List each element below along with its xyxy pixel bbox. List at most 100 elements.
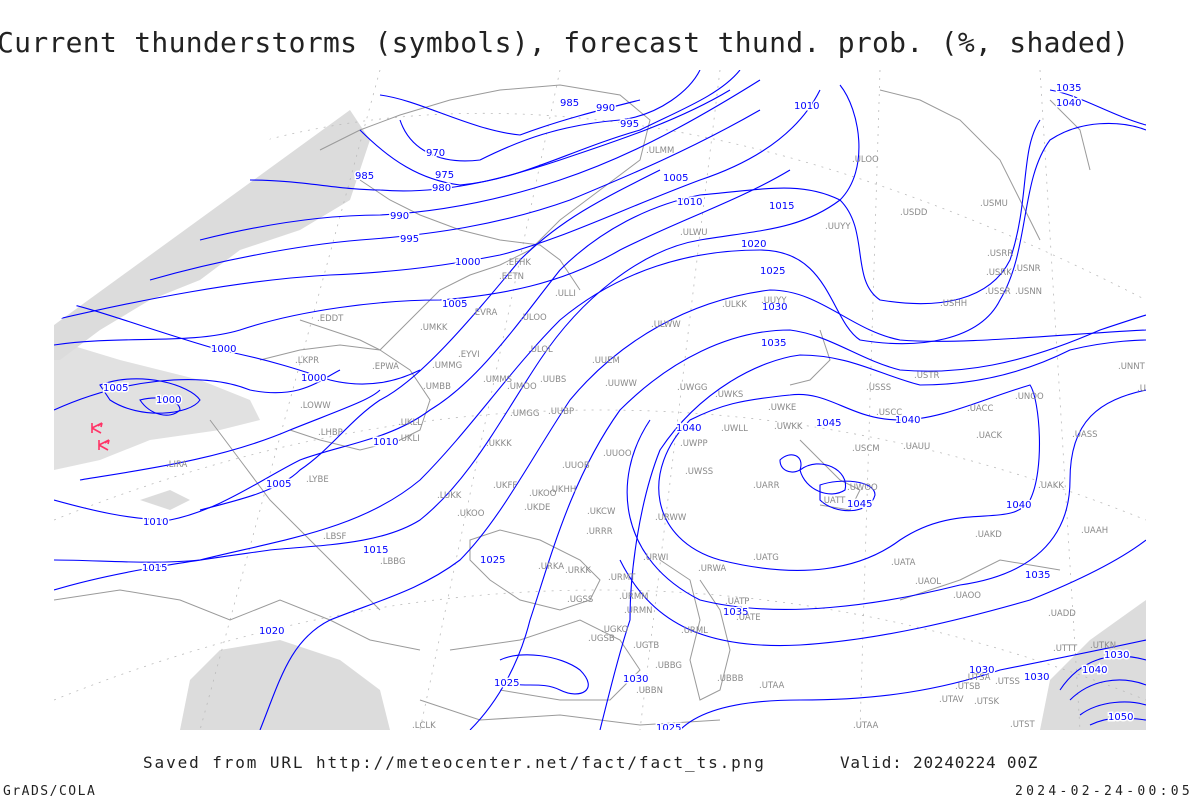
generation-timestamp: 2024-02-24-00:05 xyxy=(1015,784,1194,799)
station-label: .ULLI xyxy=(555,289,576,299)
station-label: .ULOO xyxy=(520,313,547,323)
station-label: .USCC xyxy=(876,408,902,418)
isobar-label: 1040 xyxy=(676,423,701,434)
station-label: .UWGG xyxy=(677,383,708,393)
station-label: .ULWU xyxy=(680,228,708,238)
shaded-area-mediterranean xyxy=(180,640,390,730)
isobar-label: 1000 xyxy=(301,373,326,384)
station-label: .UASS xyxy=(1072,430,1098,440)
isobar-label: 995 xyxy=(620,119,639,130)
station-label: .UTAV xyxy=(939,695,964,705)
isobar-label: 1000 xyxy=(211,344,236,355)
station-label: .UTKN xyxy=(1090,641,1116,651)
station-label: .UTAA xyxy=(853,721,879,731)
station-label: .UACK xyxy=(976,431,1003,441)
station-label: .USTR xyxy=(914,371,940,381)
station-label: .UWLL xyxy=(721,424,748,434)
isobar-label: 980 xyxy=(432,183,451,194)
isobar-label: 985 xyxy=(560,98,579,109)
station-label: .URWA xyxy=(698,564,726,574)
station-label: .ULKK xyxy=(722,300,747,310)
station-label: .EETN xyxy=(499,272,524,282)
isobar-label: 970 xyxy=(426,148,445,159)
station-label: .USSR xyxy=(985,287,1011,297)
station-label: .URMN xyxy=(624,606,653,616)
isobar-label: 1010 xyxy=(143,517,168,528)
station-label: .UKLI xyxy=(398,434,420,444)
station-label: .UUBS xyxy=(540,375,566,385)
software-credit: GrADS/COLA xyxy=(3,784,97,799)
saved-from-url: Saved from URL http://meteocenter.net/fa… xyxy=(143,753,766,772)
station-label: .UKLL xyxy=(398,418,422,428)
station-label: .USNN xyxy=(1015,287,1042,297)
station-label: .USRR xyxy=(987,249,1013,259)
station-label: .LBSF xyxy=(323,532,347,542)
isobar-label: 1015 xyxy=(142,563,167,574)
isobar-label: 1020 xyxy=(741,239,766,250)
station-label: .URRR xyxy=(586,527,613,537)
station-label: .URMT xyxy=(608,573,636,583)
isobar-label: 1030 xyxy=(623,674,648,685)
station-label: .UBBN xyxy=(636,686,663,696)
station-label: .UMMG xyxy=(432,361,462,371)
shaded-area-north-atlantic xyxy=(54,110,370,360)
isobar-label: 1005 xyxy=(266,479,291,490)
station-label: .USRK xyxy=(986,268,1012,278)
isobar-label: 985 xyxy=(355,171,374,182)
isobar-label: 1045 xyxy=(847,499,872,510)
isobar-label: 1040 xyxy=(1006,500,1031,511)
isobar-label: 1025 xyxy=(656,723,681,734)
station-label: .UADD xyxy=(1048,609,1076,619)
station-label: .UTSK xyxy=(974,697,1000,707)
station-label: .USMU xyxy=(980,199,1008,209)
isobar-label: 1050 xyxy=(1108,712,1133,723)
station-label: .UGSB xyxy=(588,634,615,644)
station-label: .UUEM xyxy=(592,356,620,366)
isobar-label: 1000 xyxy=(455,257,480,268)
station-label: .EDDT xyxy=(317,314,344,324)
station-label: .LYBE xyxy=(306,475,329,485)
isobar-label: 1030 xyxy=(969,665,994,676)
station-label: .UNOO xyxy=(1015,392,1044,402)
station-label: .UKFF xyxy=(493,481,517,491)
station-label: .UUOB xyxy=(562,461,590,471)
isobar-label: 1040 xyxy=(1082,665,1107,676)
isobar-label: 1025 xyxy=(494,678,519,689)
isobar-label: 1015 xyxy=(769,201,794,212)
station-label: .USNR xyxy=(1014,264,1041,274)
station-label: .UKCW xyxy=(587,507,616,517)
shaded-area-southeast xyxy=(1040,600,1146,730)
isobar-label: 1030 xyxy=(1104,650,1129,661)
station-label: .URML xyxy=(681,626,708,636)
station-label: .ULMM xyxy=(646,146,674,156)
station-label: .UAUU xyxy=(903,442,930,452)
station-label: .UUWW xyxy=(605,379,638,389)
isobar-label: 995 xyxy=(400,234,419,245)
isobar-label: 990 xyxy=(596,103,615,114)
station-label: .UAOO xyxy=(953,591,981,601)
station-label: .UGTB xyxy=(633,641,659,651)
isobar-label: 1035 xyxy=(1025,570,1050,581)
station-label: .UWKS xyxy=(715,390,743,400)
station-label: .USHH xyxy=(940,299,967,309)
isobar-label: 1030 xyxy=(762,302,787,313)
isobar-labels: 985 990 995 970 975 980 985 990 995 1000 1005 1000 1… xyxy=(102,82,1135,734)
station-label: .UNBB xyxy=(1137,384,1164,394)
station-label: .UBBB xyxy=(717,674,744,684)
station-label: .UAKK xyxy=(1038,481,1064,491)
isobar-label: 1030 xyxy=(1024,672,1049,683)
thunderstorm-symbol xyxy=(91,422,103,434)
station-label: .URKK xyxy=(565,566,591,576)
isobar-label: 1025 xyxy=(760,266,785,277)
station-label: .UNNT xyxy=(1118,362,1146,372)
station-label: .UATT xyxy=(821,496,846,506)
station-label: .UACC xyxy=(967,404,994,414)
station-label: .UAKD xyxy=(975,530,1002,540)
station-label: .UTSB xyxy=(955,682,981,692)
station-label: .UKHH xyxy=(549,485,576,495)
station-label: .UTSS xyxy=(995,677,1020,687)
station-label: .ULWW xyxy=(651,320,681,330)
station-label: .URMM xyxy=(619,592,649,602)
station-label: .LCLK xyxy=(412,721,436,731)
isobar-label: 1010 xyxy=(794,101,819,112)
